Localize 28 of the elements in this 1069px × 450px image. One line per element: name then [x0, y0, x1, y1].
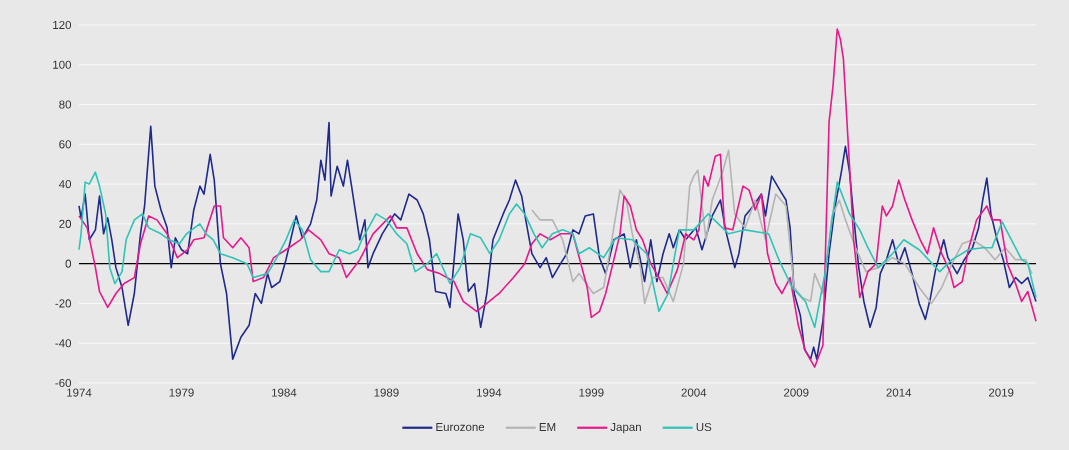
legend-label: US: [696, 422, 712, 432]
y-tick-label: -60: [55, 378, 72, 388]
legend-label: Japan: [610, 423, 641, 434]
legend-label: EM: [539, 423, 556, 431]
y-tick-label: 20: [59, 219, 72, 228]
x-tick-label: 1999: [579, 388, 604, 397]
y-tick-label: 40: [58, 180, 72, 189]
y-tick-label: 120: [53, 20, 72, 30]
x-tick-label: 2014: [886, 388, 912, 397]
x-tick-label: 2004: [681, 388, 707, 397]
legend-label: Eurozone: [436, 423, 485, 432]
x-tick-label: 1984: [272, 388, 297, 397]
line-series: [531, 149, 1033, 305]
x-tick-label: 1974: [67, 388, 92, 397]
y-tick-label: 60: [59, 140, 72, 149]
y-tick-label: 80: [59, 100, 72, 109]
y-tick-label: -40: [55, 339, 72, 348]
x-tick-label: 2019: [988, 388, 1014, 397]
x-tick-label: 1989: [374, 388, 399, 397]
y-tick-label: 0: [65, 259, 72, 268]
x-tick-label: 2009: [784, 388, 809, 397]
x-tick-label: 1994: [476, 388, 502, 397]
y-tick-label: -20: [55, 299, 72, 308]
line-series: [78, 28, 1037, 368]
x-tick-label: 1979: [169, 388, 194, 397]
line-series: [78, 121, 1037, 360]
y-tick-label: 100: [53, 60, 72, 69]
line-series: [78, 171, 1037, 329]
